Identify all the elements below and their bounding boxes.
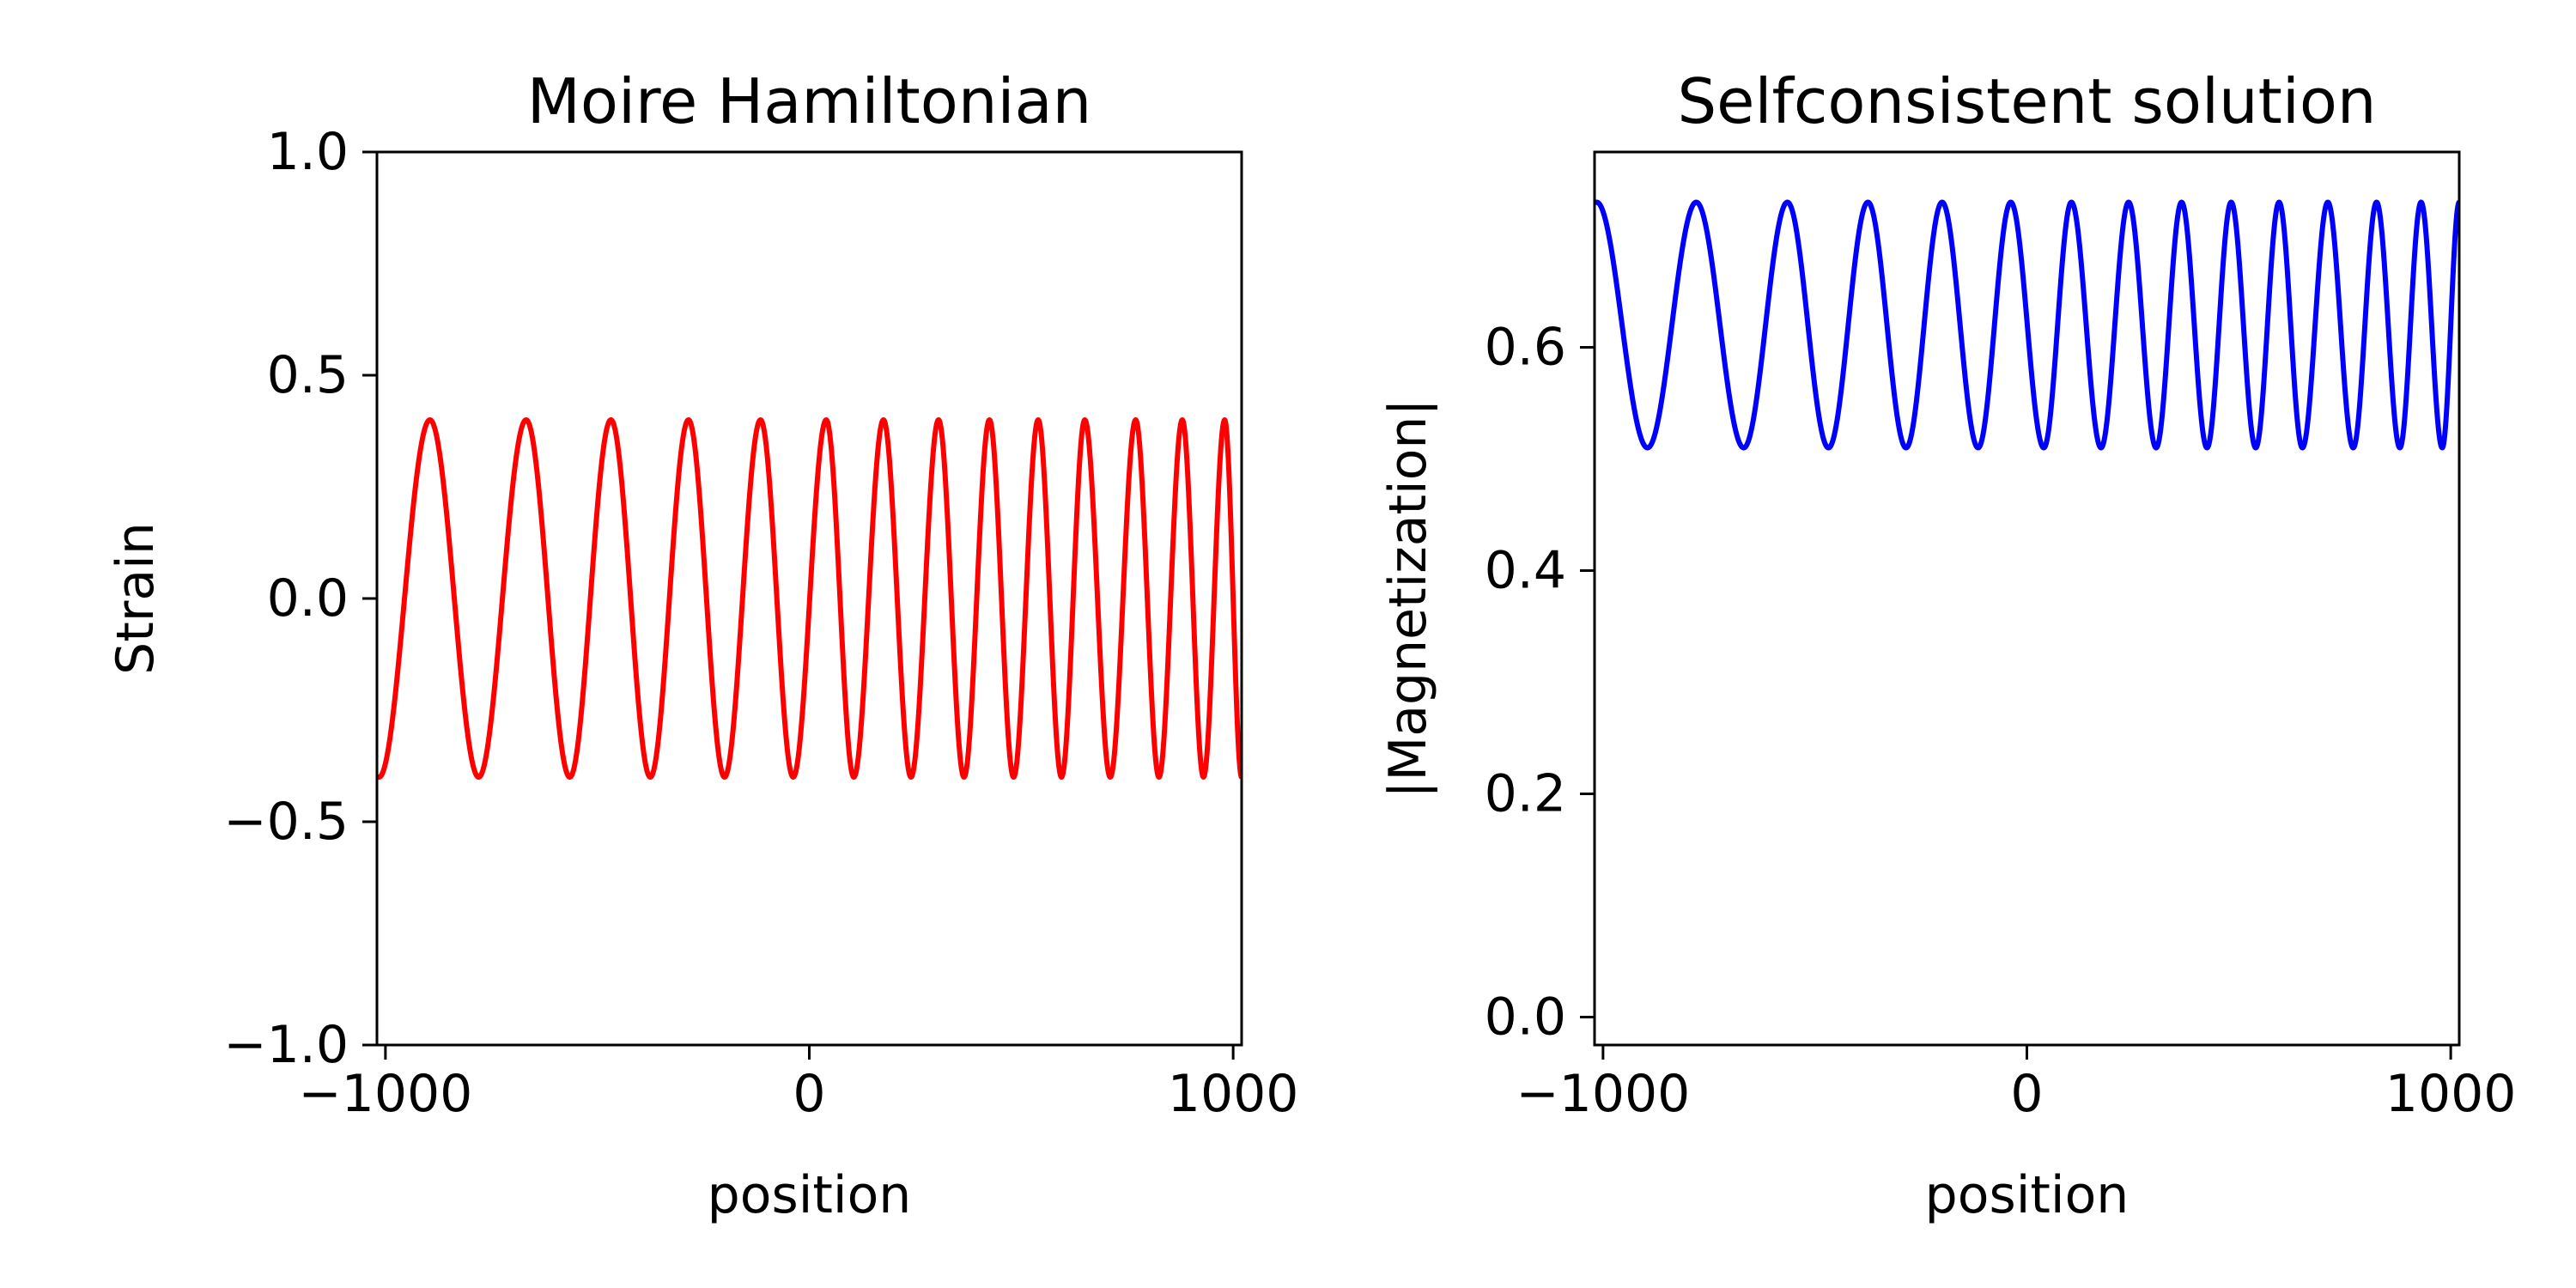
x-tick-label: 0 bbox=[2010, 1064, 2043, 1124]
data-series-line-0 bbox=[377, 417, 1242, 780]
x-tick-label: 1000 bbox=[2385, 1064, 2517, 1124]
y-tick-label: −1.0 bbox=[223, 1015, 349, 1075]
x-tick-label: 0 bbox=[793, 1064, 825, 1124]
y-tick-label: 0.5 bbox=[267, 345, 349, 405]
x-axis-label: position bbox=[1925, 1165, 2129, 1225]
y-tick-label: 0.4 bbox=[1485, 541, 1566, 601]
y-tick-label: 0.6 bbox=[1485, 318, 1566, 378]
x-tick-label: 1000 bbox=[1168, 1064, 1299, 1124]
y-tick-label: 0.2 bbox=[1485, 764, 1566, 824]
y-tick-label: 1.0 bbox=[267, 122, 349, 182]
chart-selfconsistent-solution: −1000 0 1000 0.0 0.2 0.4 0.6 Selfconsistent sol… bbox=[1378, 65, 2516, 1225]
y-axis-label: |Magnetization| bbox=[1378, 398, 1438, 798]
chart-title: Moire Hamiltonian bbox=[527, 65, 1091, 137]
chart-moire-hamiltonian: −1000 0 1000 −1.0 −0.5 0.0 0.5 1.0 Moire Hamilto… bbox=[106, 65, 1298, 1225]
x-axis-label: position bbox=[708, 1165, 912, 1225]
y-tick-label: −0.5 bbox=[223, 792, 349, 852]
x-tick-label: −1000 bbox=[298, 1064, 472, 1124]
x-tick-label: −1000 bbox=[1516, 1064, 1690, 1124]
chart-title: Selfconsistent solution bbox=[1677, 65, 2376, 137]
data-series-line-0 bbox=[1595, 199, 2459, 451]
y-tick-label: 0.0 bbox=[1485, 987, 1566, 1048]
y-tick-label: 0.0 bbox=[267, 568, 349, 629]
y-axis-label: Strain bbox=[106, 522, 166, 675]
